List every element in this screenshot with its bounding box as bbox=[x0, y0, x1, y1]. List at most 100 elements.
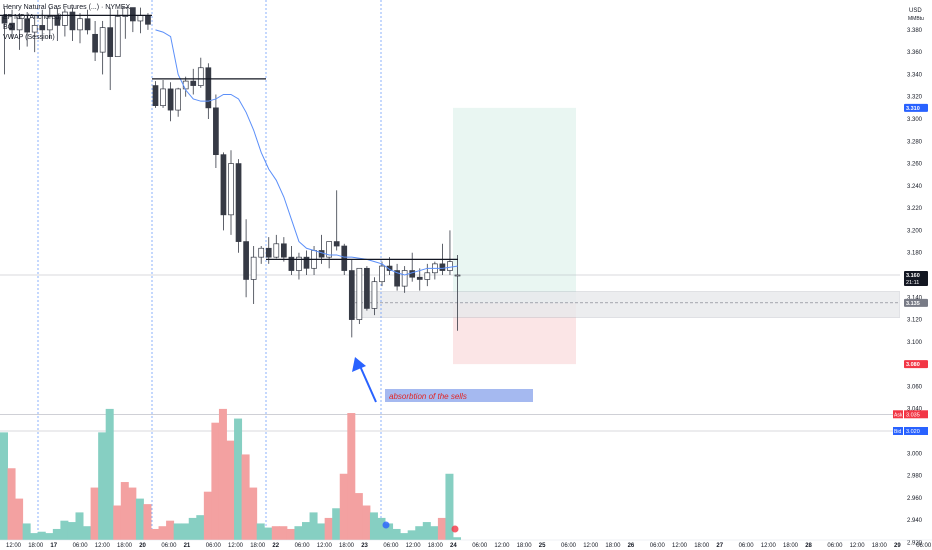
candle-body bbox=[175, 88, 181, 111]
candle-body bbox=[356, 267, 363, 320]
ask-value-bg bbox=[904, 410, 928, 419]
candle bbox=[114, 9, 121, 57]
x-tick-label: 18:00 bbox=[339, 543, 355, 549]
candle-body bbox=[213, 107, 219, 156]
x-tick-label: 12:00 bbox=[583, 543, 599, 549]
x-tick-label: 06:00 bbox=[739, 543, 755, 549]
candle bbox=[416, 268, 423, 291]
stop-price-label-bg bbox=[904, 360, 928, 369]
candle bbox=[454, 254, 461, 331]
volume-bar bbox=[264, 527, 273, 540]
candle-body bbox=[379, 265, 385, 283]
candle bbox=[424, 263, 431, 287]
last-price-label-sub: 21:11 bbox=[906, 280, 919, 286]
candle-body bbox=[182, 80, 189, 90]
candle-body bbox=[62, 11, 68, 26]
volume-bar bbox=[158, 526, 167, 540]
candle bbox=[333, 190, 340, 251]
y-tick-label: 3.300 bbox=[907, 117, 923, 123]
x-tick-label: 12:00 bbox=[95, 543, 111, 549]
candle-body bbox=[99, 27, 106, 53]
candle bbox=[84, 9, 91, 35]
entry-price-label-bg bbox=[904, 298, 928, 307]
candle bbox=[288, 246, 295, 275]
volume-bar bbox=[249, 487, 258, 540]
candle bbox=[356, 267, 363, 325]
y-tick-label: 3.040 bbox=[907, 407, 923, 413]
candle-body bbox=[424, 272, 431, 280]
x-tick-label: 17 bbox=[50, 543, 57, 549]
candle-body bbox=[288, 256, 295, 271]
y-tick-label: 3.120 bbox=[907, 318, 923, 324]
volume-bar bbox=[151, 528, 159, 540]
x-tick-label: 12:00 bbox=[317, 543, 333, 549]
candle-body bbox=[160, 88, 166, 106]
stop-price-label: 3.080 bbox=[906, 362, 920, 368]
candle-body bbox=[258, 247, 265, 258]
volume-bar bbox=[83, 526, 92, 540]
arrow-head bbox=[352, 357, 366, 372]
currency-sub-label: MMBtu bbox=[908, 16, 924, 22]
volume-bar bbox=[30, 533, 39, 540]
candle-body bbox=[386, 265, 393, 271]
volume-bar bbox=[60, 520, 69, 540]
currency-label: USD bbox=[909, 8, 922, 14]
ask-tag: Ask bbox=[894, 412, 903, 418]
volume-bar bbox=[279, 526, 288, 540]
candle-body bbox=[39, 25, 46, 31]
x-tick-label: 18:00 bbox=[117, 543, 133, 549]
candle bbox=[77, 13, 83, 44]
candle-body bbox=[167, 88, 174, 111]
candle-body bbox=[69, 11, 76, 31]
candle bbox=[379, 261, 385, 287]
indicator-1[interactable]: EP MD (Anchored) bbox=[3, 14, 62, 21]
candle bbox=[228, 150, 234, 235]
candle-body bbox=[205, 67, 212, 109]
volume-bar bbox=[324, 517, 333, 540]
volume-bar bbox=[400, 533, 409, 540]
volume-bar bbox=[302, 522, 310, 540]
volume-bar bbox=[7, 468, 16, 540]
target-price-label: 3.310 bbox=[906, 106, 920, 112]
volume-bar bbox=[256, 523, 265, 540]
y-tick-label: 3.000 bbox=[907, 451, 923, 457]
candle bbox=[160, 80, 166, 108]
candle bbox=[1, 7, 8, 75]
candle bbox=[273, 234, 280, 259]
candle bbox=[197, 57, 204, 88]
x-tick-label: 12:00 bbox=[228, 543, 244, 549]
candle bbox=[24, 12, 30, 47]
x-tick-label: 18:00 bbox=[694, 543, 710, 549]
volume-bar bbox=[453, 537, 461, 540]
indicator-3[interactable]: VWAP (Session) bbox=[3, 34, 55, 41]
x-tick-label: 12:00 bbox=[6, 543, 22, 549]
indicator-2[interactable]: BO bbox=[3, 24, 14, 31]
candle-body bbox=[9, 22, 15, 31]
candle-body bbox=[152, 85, 159, 106]
annotation-box bbox=[385, 389, 533, 402]
volume-bar bbox=[294, 526, 303, 540]
candle-body bbox=[348, 270, 355, 320]
y-tick-label: 3.060 bbox=[907, 384, 923, 390]
volume-bar bbox=[369, 512, 378, 540]
candle-body bbox=[190, 80, 197, 86]
x-tick-label: 06:00 bbox=[650, 543, 666, 549]
candle-body bbox=[409, 270, 416, 278]
candle bbox=[409, 252, 416, 282]
volume-bar bbox=[113, 505, 122, 540]
candle bbox=[296, 252, 302, 280]
x-tick-label: 21 bbox=[184, 543, 191, 549]
candle bbox=[175, 87, 181, 117]
event-icon bbox=[382, 521, 390, 529]
candle-body bbox=[303, 256, 310, 269]
x-tick-label: 12:00 bbox=[406, 543, 422, 549]
volume-bar bbox=[188, 517, 197, 540]
candle-body bbox=[394, 270, 400, 287]
candle bbox=[69, 7, 76, 41]
candle bbox=[92, 20, 98, 62]
symbol-title[interactable]: Henry Natural Gas Futures (...) · NYMEX bbox=[3, 4, 131, 11]
volume-bar bbox=[347, 413, 356, 540]
x-tick-label: 20 bbox=[139, 543, 146, 549]
